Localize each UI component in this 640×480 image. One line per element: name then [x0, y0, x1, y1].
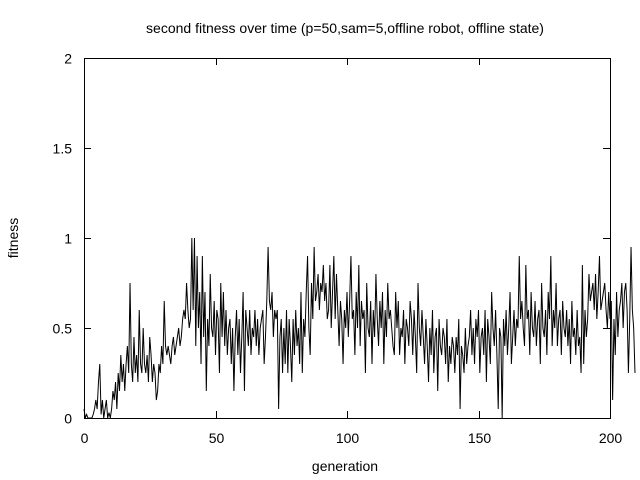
axis-tick-labels: 0 0.5 1 1.5 2 0 50 100 150 200 — [53, 51, 623, 447]
x-axis-label: generation — [312, 458, 378, 474]
y-axis-label: fitness — [5, 218, 21, 258]
x-tick-label: 0 — [81, 430, 89, 446]
series-line — [84, 238, 635, 418]
y-tick-label: 0 — [64, 411, 72, 427]
y-tick-label: 2 — [64, 51, 72, 67]
chart-title: second fitness over time (p=50,sam=5,off… — [146, 20, 544, 36]
x-tick-label: 50 — [209, 430, 225, 446]
y-tick-label: 1 — [64, 231, 72, 247]
x-tick-label: 100 — [336, 430, 360, 446]
y-tick-label: 1.5 — [53, 141, 73, 157]
y-tick-label: 0.5 — [53, 321, 73, 337]
x-tick-label: 150 — [468, 430, 492, 446]
plot-frame — [85, 59, 611, 419]
axis-ticks — [84, 58, 611, 419]
x-tick-label: 200 — [599, 430, 623, 446]
